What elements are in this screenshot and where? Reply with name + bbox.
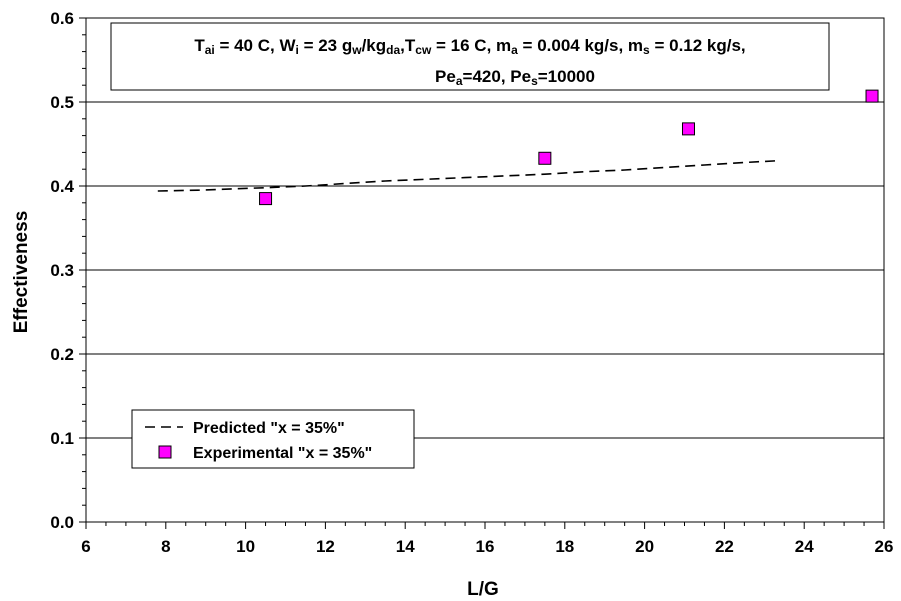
y-tick-label: 0.0 — [50, 513, 74, 532]
condition-annotation-box: Tai = 40 C, Wi = 23 gw/kgda,Tcw = 16 C, … — [110, 22, 830, 91]
x-tick-label: 16 — [476, 537, 495, 556]
legend: Predicted "x = 35%" Experimental "x = 35… — [131, 409, 415, 469]
experimental-data-point — [259, 192, 273, 206]
legend-square-marker-swatch — [158, 445, 172, 459]
x-tick-label: 26 — [875, 537, 894, 556]
y-tick-label: 0.2 — [50, 345, 74, 364]
y-tick-label: 0.6 — [50, 9, 74, 28]
x-tick-label: 24 — [795, 537, 814, 556]
predicted-series-line — [157, 160, 777, 192]
data-series — [157, 89, 879, 206]
x-tick-label: 6 — [81, 537, 90, 556]
y-tick-label: 0.3 — [50, 261, 74, 280]
experimental-data-point — [538, 151, 552, 165]
y-tick-label: 0.4 — [50, 177, 74, 196]
axis-ticks: 0.0 0.1 0.2 0.3 0.4 0.5 0.6 6 8 10 12 14 16 18 20 22 24 2… — [50, 9, 893, 556]
legend-label-predicted: Predicted "x = 35%" — [193, 420, 345, 437]
experimental-data-point — [865, 89, 879, 103]
experimental-data-point — [681, 122, 695, 136]
y-tick-label: 0.1 — [50, 429, 74, 448]
x-tick-label: 12 — [316, 537, 335, 556]
x-tick-label: 18 — [555, 537, 574, 556]
x-tick-label: 14 — [396, 537, 415, 556]
legend-frame — [131, 409, 415, 469]
x-tick-label: 22 — [715, 537, 734, 556]
gridlines — [86, 101, 884, 439]
legend-label-experimental: Experimental "x = 35%" — [193, 445, 372, 462]
x-tick-label: 8 — [161, 537, 170, 556]
x-tick-label: 10 — [236, 537, 255, 556]
annotation-line-2: Pea=420, Pes=10000 — [435, 67, 595, 88]
y-tick-label: 0.5 — [50, 93, 74, 112]
annotation-frame — [110, 22, 830, 91]
x-axis-title: L/G — [467, 579, 499, 600]
y-axis-title: Effectiveness — [11, 211, 32, 334]
x-tick-label: 20 — [635, 537, 654, 556]
annotation-line-1: Tai = 40 C, Wi = 23 gw/kgda,Tcw = 16 C, … — [194, 36, 745, 57]
